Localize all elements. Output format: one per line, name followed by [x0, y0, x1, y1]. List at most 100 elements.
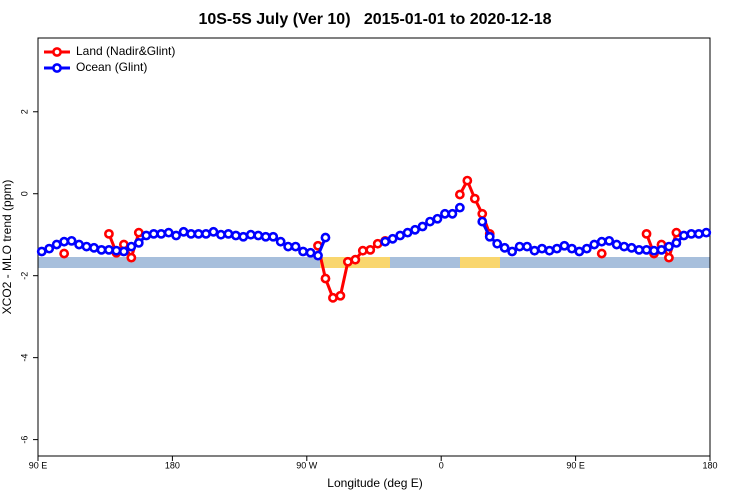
data-point	[507, 246, 518, 257]
data-point	[492, 238, 503, 249]
data-point	[133, 227, 144, 238]
data-point	[596, 236, 607, 247]
data-point	[126, 241, 137, 252]
data-point	[208, 226, 219, 237]
data-point	[522, 241, 532, 252]
land-strip	[460, 257, 500, 268]
data-point	[656, 244, 667, 255]
data-point	[96, 244, 107, 255]
data-point	[649, 245, 659, 256]
data-point	[395, 230, 406, 241]
data-point	[357, 245, 368, 256]
data-point	[36, 246, 47, 257]
data-point	[417, 221, 428, 232]
data-point	[342, 256, 353, 267]
data-point	[544, 245, 555, 256]
chart-title: 10S-5S July (Ver 10) 2015-01-01 to 2020-…	[198, 11, 551, 28]
y-tick-label: -4	[19, 354, 29, 362]
data-point	[372, 238, 383, 249]
data-point	[641, 244, 652, 255]
x-axis-label: Longitude (deg E)	[327, 476, 422, 490]
data-point	[402, 227, 413, 238]
data-point	[74, 239, 84, 250]
data-point	[268, 231, 279, 242]
data-point	[216, 229, 226, 240]
data-point	[51, 239, 62, 250]
data-point	[462, 175, 473, 186]
data-point	[529, 245, 540, 256]
data-point	[260, 231, 271, 242]
x-tick-label: 90 W	[296, 460, 318, 470]
legend-marker	[52, 63, 62, 73]
data-point	[223, 228, 234, 239]
y-tick-label: 0	[19, 191, 29, 196]
data-point	[634, 244, 644, 255]
x-tick-label: 180	[165, 460, 180, 470]
data-point	[537, 243, 547, 254]
data-point	[664, 241, 674, 252]
data-point	[66, 235, 77, 246]
data-point	[626, 242, 637, 253]
data-point	[574, 246, 585, 257]
plot-frame	[37, 37, 711, 457]
data-point	[477, 208, 488, 219]
data-point	[454, 202, 465, 213]
data-point	[290, 241, 301, 252]
data-point	[641, 228, 652, 239]
x-tick-label: 90 E	[29, 460, 48, 470]
data-point	[104, 244, 114, 255]
data-point	[44, 243, 55, 254]
data-point	[275, 236, 286, 247]
x-tick-label: 180	[702, 460, 717, 470]
data-point	[193, 228, 204, 239]
data-point	[118, 246, 129, 257]
data-point	[59, 248, 70, 259]
data-point	[171, 230, 182, 241]
data-point	[432, 213, 443, 224]
data-point	[701, 227, 712, 238]
data-point	[484, 231, 495, 242]
data-point	[604, 235, 615, 246]
data-point	[283, 241, 294, 252]
data-point	[178, 226, 189, 237]
data-point	[305, 247, 316, 258]
data-point	[611, 239, 622, 250]
data-point	[59, 236, 70, 247]
data-point	[596, 248, 607, 259]
data-point	[163, 227, 174, 238]
data-point	[678, 230, 689, 241]
data-point	[141, 230, 152, 241]
data-point	[111, 245, 122, 256]
data-point	[328, 292, 338, 303]
data-point	[619, 241, 630, 252]
data-point	[126, 252, 137, 263]
data-point	[380, 236, 391, 247]
data-point	[104, 228, 114, 239]
data-point	[454, 189, 465, 200]
data-point	[559, 240, 570, 251]
data-point	[186, 228, 196, 239]
legend-label: Ocean (Glint)	[76, 60, 147, 74]
data-point	[469, 193, 480, 204]
data-point	[365, 244, 376, 255]
data-point	[230, 230, 241, 241]
data-point	[238, 231, 249, 242]
data-point	[671, 227, 682, 238]
data-point	[313, 250, 323, 261]
data-point	[320, 273, 331, 284]
y-tick-label: 2	[19, 109, 29, 114]
legend-marker	[52, 47, 62, 57]
data-point	[581, 243, 592, 254]
data-point	[693, 228, 704, 239]
data-point	[298, 246, 308, 257]
data-point	[201, 228, 211, 239]
data-point	[477, 216, 488, 227]
data-point	[89, 242, 99, 253]
data-point	[589, 239, 600, 250]
data-point	[410, 224, 420, 235]
data-point	[81, 241, 92, 252]
y-tick-label: -2	[19, 272, 29, 280]
y-tick-label: -6	[19, 436, 29, 444]
